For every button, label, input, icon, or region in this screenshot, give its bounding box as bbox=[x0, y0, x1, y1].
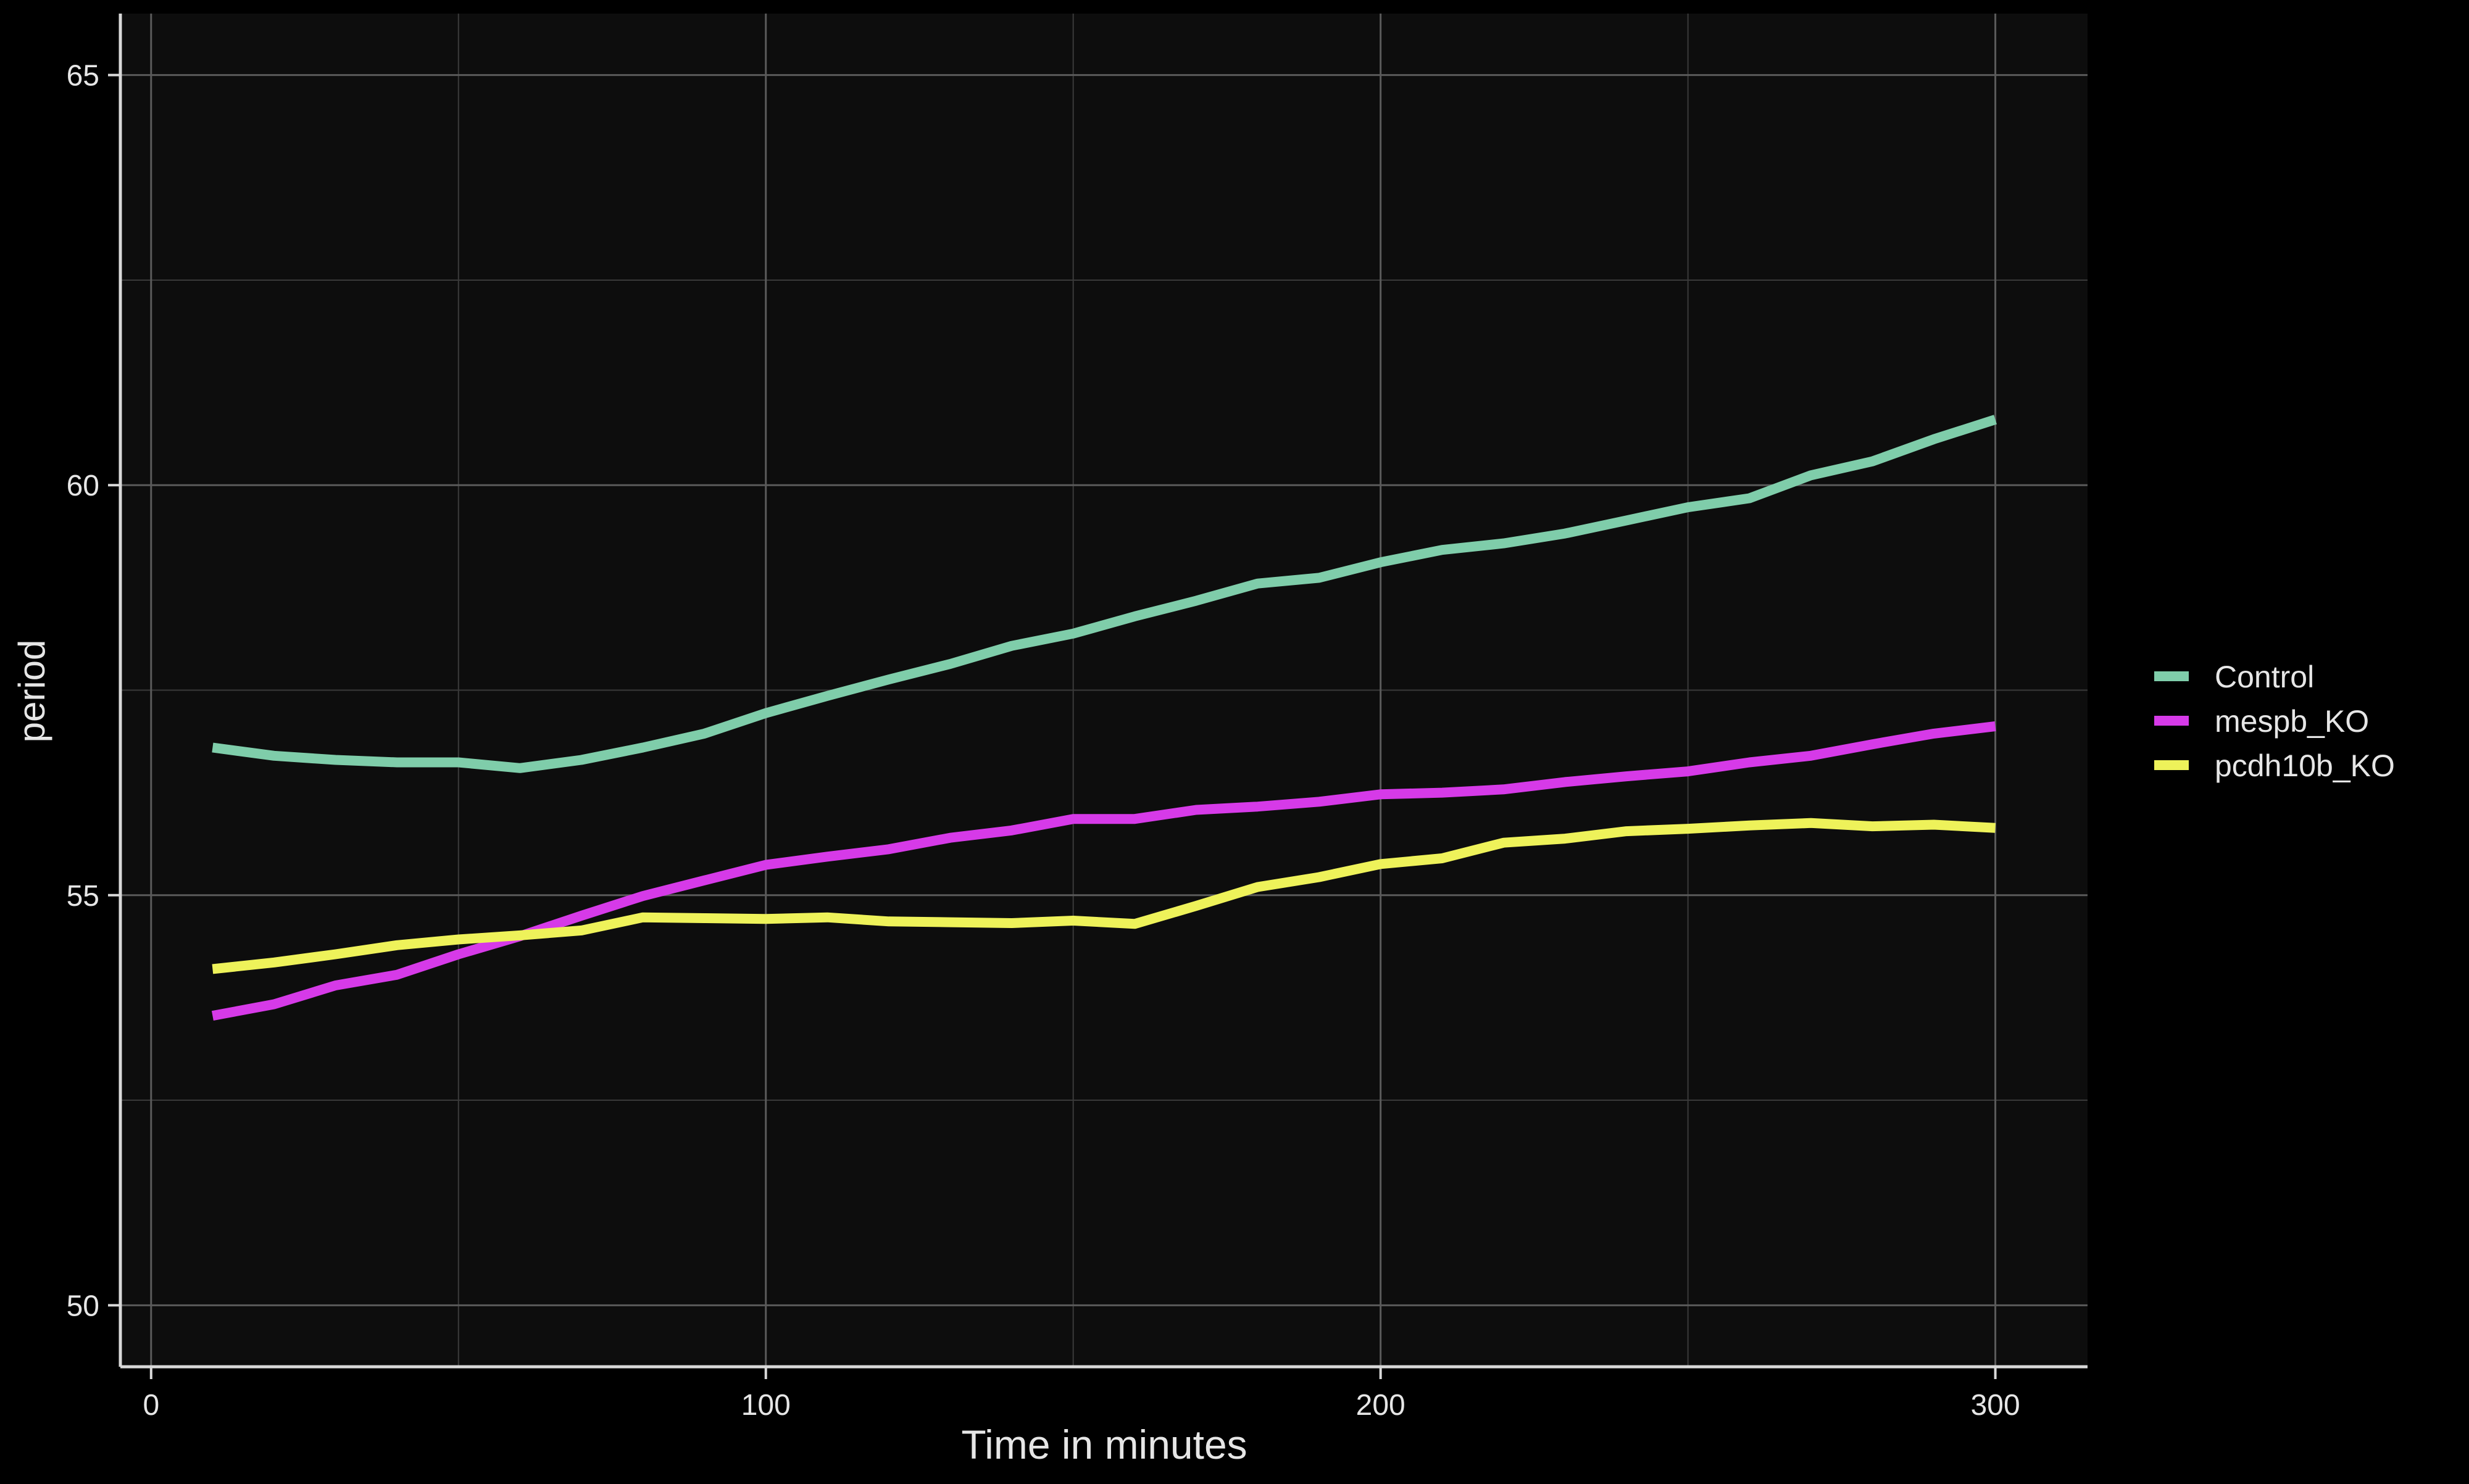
legend-label: pcdh10b_KO bbox=[2215, 748, 2395, 783]
y-tick-label: 55 bbox=[67, 880, 99, 913]
minor-gridlines bbox=[120, 14, 2088, 1367]
y-axis-title: period bbox=[11, 640, 52, 743]
x-tick-label: 300 bbox=[1971, 1389, 2020, 1422]
legend: Control mespb_KO pcdh10b_KO bbox=[2154, 660, 2395, 783]
series-line-control bbox=[212, 415, 1997, 773]
y-tick-label: 60 bbox=[67, 470, 99, 502]
major-gridlines bbox=[120, 14, 2088, 1367]
series-lines bbox=[211, 415, 1997, 1021]
x-axis-ticks: 0 100 200 300 bbox=[143, 1367, 2020, 1422]
y-axis-ticks: 50 55 60 65 bbox=[67, 60, 120, 1322]
x-tick-label: 200 bbox=[1356, 1389, 1405, 1422]
x-axis-title: Time in minutes bbox=[961, 1422, 1247, 1467]
legend-label: mespb_KO bbox=[2215, 704, 2369, 739]
x-tick-label: 0 bbox=[143, 1389, 159, 1422]
y-tick-label: 65 bbox=[67, 60, 99, 93]
x-tick-label: 100 bbox=[741, 1389, 791, 1422]
y-tick-label: 50 bbox=[67, 1290, 99, 1322]
series-line-pcdh10b-ko bbox=[212, 818, 1996, 974]
legend-label: Control bbox=[2215, 660, 2314, 694]
